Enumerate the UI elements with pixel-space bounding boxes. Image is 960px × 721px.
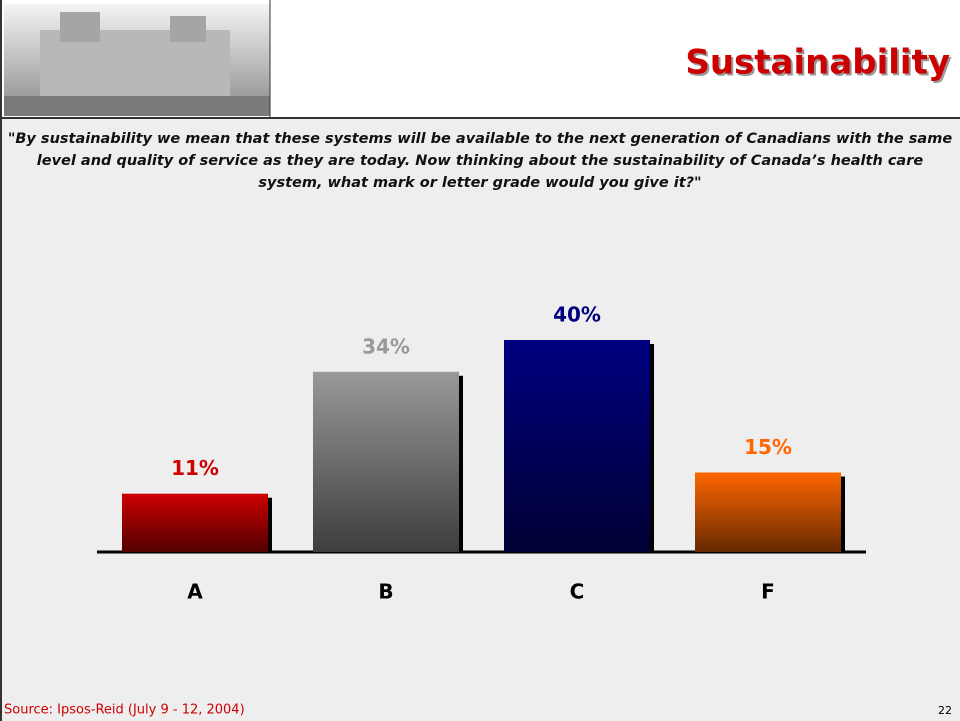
bar-shade bbox=[313, 371, 459, 552]
x-tick-label: B bbox=[378, 580, 393, 604]
source: Source: Ipsos-Reid (July 9 - 12, 2004) bbox=[4, 703, 245, 718]
x-tick-label: F bbox=[761, 580, 775, 604]
subtitle: "By sustainability we mean that these sy… bbox=[7, 131, 953, 191]
title-shadow: Sustainability bbox=[687, 45, 952, 85]
value-label: 34% bbox=[362, 334, 410, 358]
bar-shade bbox=[695, 472, 841, 552]
chart-title: Sustainability bbox=[685, 43, 950, 83]
value-label: 11% bbox=[171, 456, 219, 480]
header-image bbox=[4, 4, 270, 116]
value-label: 15% bbox=[744, 435, 792, 459]
value-label: 40% bbox=[553, 303, 601, 327]
x-tick-label: A bbox=[187, 580, 203, 604]
page-number: 22 bbox=[938, 704, 952, 717]
bar-shade bbox=[504, 340, 650, 552]
x-tick-label: C bbox=[570, 580, 585, 604]
bar-shade bbox=[122, 493, 268, 552]
